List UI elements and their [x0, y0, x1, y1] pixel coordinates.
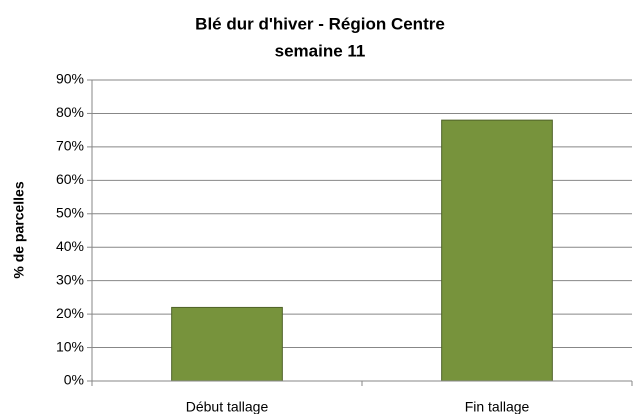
x-tick-label: Fin tallage [465, 399, 530, 414]
y-axis-label: % de parcelles [11, 181, 27, 278]
chart-subtitle: semaine 11 [275, 41, 366, 60]
y-tick-label: 90% [56, 71, 84, 87]
y-tick-label: 40% [56, 238, 84, 254]
y-tick-label: 0% [64, 372, 84, 388]
y-tick-label: 30% [56, 271, 84, 287]
y-tick-label: 80% [56, 104, 84, 120]
chart-title: Blé dur d'hiver - Région Centre [195, 14, 445, 33]
y-tick-label: 20% [56, 305, 84, 321]
x-tick-label: Début tallage [186, 399, 269, 414]
bar [171, 306, 283, 382]
y-tick-label: 50% [56, 204, 84, 220]
y-tick-label: 70% [56, 138, 84, 154]
bar [441, 119, 553, 382]
y-tick-label: 60% [56, 171, 84, 187]
y-tick-label: 10% [56, 338, 84, 354]
